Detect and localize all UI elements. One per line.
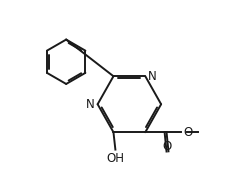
Text: O: O: [183, 126, 192, 139]
Text: N: N: [148, 70, 156, 83]
Text: OH: OH: [106, 152, 124, 165]
Text: O: O: [163, 140, 172, 153]
Text: N: N: [86, 98, 95, 111]
